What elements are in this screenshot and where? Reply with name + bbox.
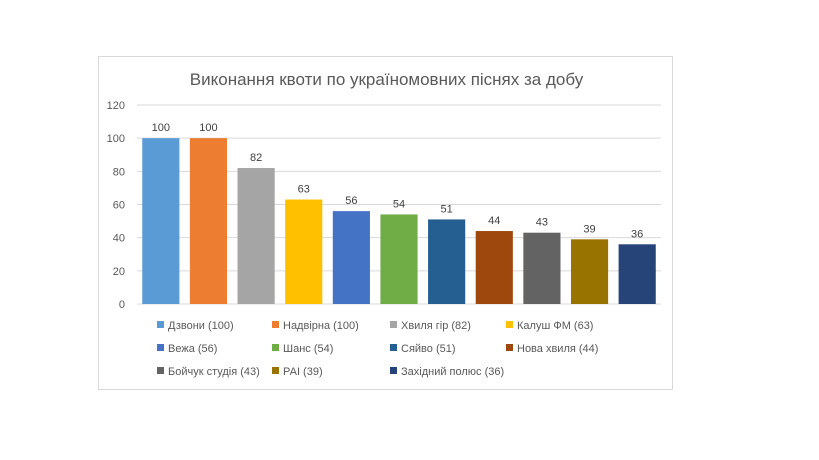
bar-3 [237, 168, 275, 304]
data-label: 56 [345, 195, 357, 207]
y-axis-ticks: 0 20 40 60 80 100 120 [107, 100, 125, 311]
legend-entry: Вежа (56) [168, 343, 217, 355]
legend-swatch [506, 344, 513, 351]
legend-entry: РАІ (39) [283, 366, 323, 378]
bar-10 [570, 239, 609, 304]
data-labels: 100 100 82 63 56 54 51 44 43 39 36 [152, 122, 644, 240]
legend-swatch [390, 344, 397, 351]
legend-entry: Бойчук студія (43) [168, 366, 260, 378]
legend-swatch [272, 367, 279, 374]
legend-entry: Дзвони (100) [168, 320, 234, 332]
data-label: 82 [250, 152, 262, 164]
data-label: 100 [152, 122, 170, 134]
data-label: 100 [199, 122, 217, 134]
data-label: 54 [393, 198, 405, 210]
legend-swatch [506, 321, 513, 328]
legend-swatch [272, 344, 279, 351]
bar-4 [285, 199, 323, 304]
chart-frame: Виконання квоти по україномовних піснях … [98, 56, 673, 390]
legend-entry: Нова хвиля (44) [517, 343, 598, 355]
y-tick-label: 60 [113, 200, 125, 212]
chart-title: Виконання квоти по україномовних піснях … [190, 70, 584, 89]
bar-6 [380, 214, 418, 304]
bar-7 [428, 219, 466, 304]
y-tick-label: 20 [113, 266, 125, 278]
y-tick-label: 80 [113, 166, 125, 178]
data-label: 63 [298, 184, 310, 196]
y-tick-label: 100 [107, 133, 125, 145]
legend-swatch [272, 321, 279, 328]
legend-swatch [157, 367, 164, 374]
bar-1 [142, 138, 180, 304]
data-label: 51 [441, 203, 453, 215]
bar-2 [189, 138, 228, 304]
legend-swatch [390, 321, 397, 328]
y-tick-label: 120 [107, 100, 125, 112]
bar-8 [475, 231, 513, 304]
legend-entry: Шанс (54) [283, 343, 333, 355]
legend: Дзвони (100) Надвірна (100) Хвиля гір (82)… [157, 320, 598, 378]
legend-entry: Західний полюс (36) [401, 366, 504, 378]
bar-5 [332, 211, 370, 304]
data-label: 39 [583, 223, 595, 235]
legend-swatch [157, 321, 164, 328]
y-tick-label: 40 [113, 233, 125, 245]
y-tick-label: 0 [119, 299, 125, 311]
legend-entry: Калуш ФМ (63) [517, 320, 593, 332]
data-label: 36 [631, 228, 643, 240]
legend-swatch [157, 344, 164, 351]
bar-chart: Виконання квоти по україномовних піснях … [107, 70, 661, 378]
bar-9 [523, 232, 561, 304]
legend-swatch [390, 367, 397, 374]
data-label: 43 [536, 217, 548, 229]
data-label: 44 [488, 215, 500, 227]
legend-entry: Хвиля гір (82) [401, 320, 471, 332]
legend-entry: Надвірна (100) [283, 320, 359, 332]
bars [142, 138, 656, 304]
legend-entry: Сяйво (51) [401, 343, 456, 355]
bar-11 [618, 244, 656, 304]
